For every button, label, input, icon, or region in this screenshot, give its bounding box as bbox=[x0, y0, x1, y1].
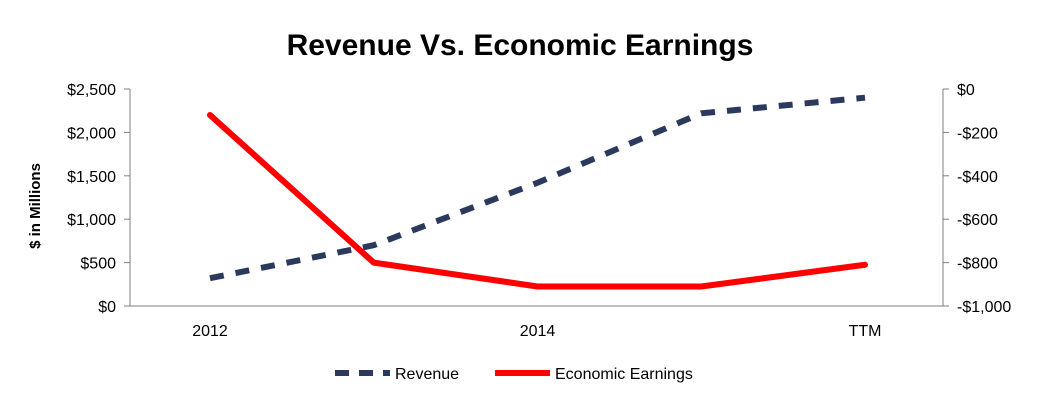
y-left-tick-label: $2,000 bbox=[67, 125, 116, 142]
x-tick-label: 2012 bbox=[192, 323, 228, 340]
y-left-tick-label: $1,000 bbox=[67, 212, 116, 229]
y-left-tick-label: $500 bbox=[80, 256, 116, 273]
legend-label: Revenue bbox=[395, 366, 459, 383]
legend: Revenue Economic Earnings bbox=[335, 366, 693, 383]
y-axis-label: $ in Millions bbox=[27, 163, 44, 249]
y-right-tick-label: -$400 bbox=[957, 169, 998, 186]
x-tick-label: 2014 bbox=[520, 323, 556, 340]
y-right-tick-label: $0 bbox=[957, 82, 975, 99]
y-right-tick-label: -$200 bbox=[957, 125, 998, 142]
y-right-tick-label: -$1,000 bbox=[957, 299, 1011, 316]
chart-title: Revenue Vs. Economic Earnings bbox=[287, 29, 754, 62]
x-tick-label: TTM bbox=[849, 323, 882, 340]
series-line-revenue bbox=[209, 94, 866, 282]
y-right-tick-label: -$800 bbox=[957, 256, 998, 273]
y-left-tick-label: $0 bbox=[98, 299, 116, 316]
y-right-tick-label: -$600 bbox=[957, 212, 998, 229]
y-left-tick-label: $2,500 bbox=[67, 82, 116, 99]
y-left-tick-label: $1,500 bbox=[67, 169, 116, 186]
axes: $0 $500 $1,000 $1,500 $2,000 $2,500 -$1,000 -$8… bbox=[67, 82, 1011, 340]
series-layer bbox=[207, 94, 868, 290]
legend-label: Economic Earnings bbox=[555, 366, 693, 383]
series-line-economic-earnings bbox=[207, 112, 868, 290]
